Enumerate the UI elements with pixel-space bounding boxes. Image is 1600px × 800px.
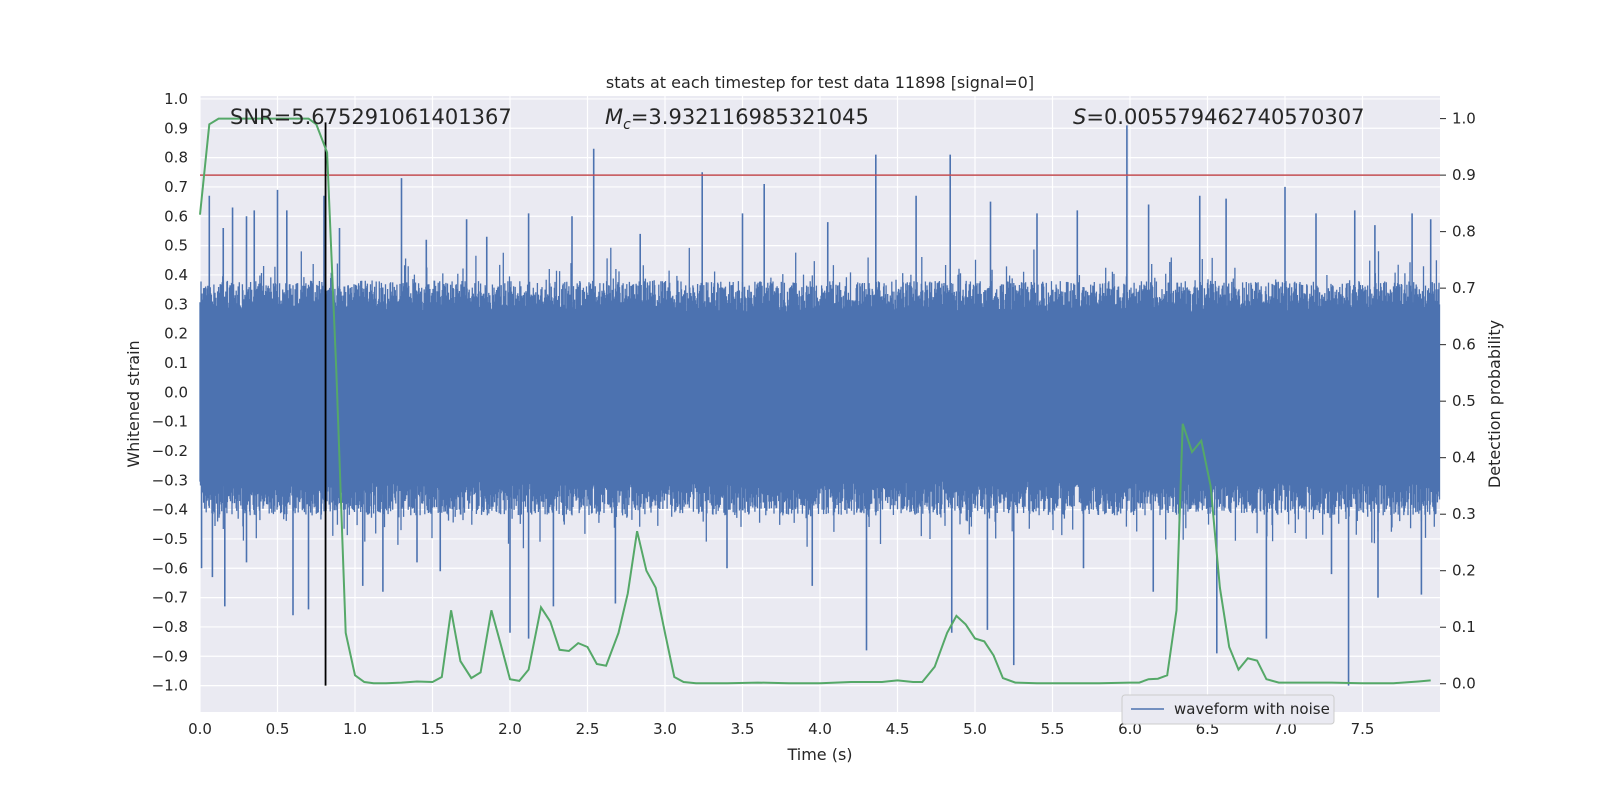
x-tick-label: 0.0	[188, 720, 212, 738]
y-left-tick-label: −0.3	[152, 471, 188, 489]
x-tick-label: 1.0	[343, 720, 367, 738]
y-left-tick-label: 0.5	[164, 237, 188, 255]
y-left-tick-label: −0.1	[152, 413, 188, 431]
y-left-tick-label: −0.2	[152, 442, 188, 460]
y-left-tick-label: −0.7	[152, 589, 188, 607]
y-right-tick-label: 0.2	[1452, 562, 1476, 580]
y-left-tick-label: 0.6	[164, 207, 188, 225]
y-left-tick-label: 0.8	[164, 149, 188, 167]
x-tick-label: 4.5	[886, 720, 910, 738]
y-left-tick-label: 1.0	[164, 90, 188, 108]
y-left-tick-label: 0.7	[164, 178, 188, 196]
x-tick-label: 2.0	[498, 720, 522, 738]
legend: waveform with noise	[1121, 694, 1335, 725]
y-left-tick-label: −0.6	[152, 559, 188, 577]
y-right-tick-label: 0.8	[1452, 223, 1476, 241]
x-tick-label: 4.0	[808, 720, 832, 738]
y-right-tick-label: 0.0	[1452, 675, 1476, 693]
x-tick-label: 5.0	[963, 720, 987, 738]
s-symbol: S	[1073, 105, 1086, 129]
y-axis-left-ticks: 1.0 0.9 0.8 0.7 0.6 0.5 0.4 0.3 0.2 0.1 0.0 −0.1 −0.…	[152, 90, 188, 695]
y-left-tick-label: 0.9	[164, 119, 188, 137]
y-left-tick-label: −0.5	[152, 530, 188, 548]
snr-annotation: SNR=5.675291061401367	[230, 105, 512, 129]
chirp-mass-symbol: M	[605, 105, 623, 129]
x-tick-label: 5.5	[1041, 720, 1065, 738]
y-left-tick-label: 0.0	[164, 383, 188, 401]
y-left-tick-label: 0.2	[164, 325, 188, 343]
x-tick-label: 2.5	[576, 720, 600, 738]
y-right-tick-label: 1.0	[1452, 110, 1476, 128]
x-tick-label: 3.5	[731, 720, 755, 738]
y-axis-right-label: Detection probability	[1485, 320, 1504, 488]
y-axis-left-label: Whitened strain	[124, 340, 143, 467]
legend-box	[1121, 694, 1335, 725]
x-axis-label: Time (s)	[786, 745, 852, 764]
y-left-tick-label: 0.3	[164, 295, 188, 313]
legend-entry-waveform: waveform with noise	[1174, 700, 1330, 718]
y-right-tick-label: 0.6	[1452, 336, 1476, 354]
s-annotation: S=0.005579462740570307	[1073, 105, 1364, 129]
waveform-series	[199, 125, 1441, 686]
y-right-tick-label: 0.3	[1452, 505, 1476, 523]
chirp-mass-value: =3.932116985321045	[631, 105, 869, 129]
y-left-tick-label: −0.9	[152, 647, 188, 665]
chirp-mass-subscript: c	[623, 117, 631, 133]
chart-title: stats at each timestep for test data 118…	[606, 73, 1034, 92]
x-tick-label: 0.5	[266, 720, 290, 738]
x-tick-label: 3.0	[653, 720, 677, 738]
x-tick-label: 7.5	[1351, 720, 1375, 738]
y-left-tick-label: 0.1	[164, 354, 188, 372]
s-value: =0.005579462740570307	[1086, 105, 1364, 129]
y-axis-right-ticks: 1.0 0.9 0.8 0.7 0.6 0.5 0.4 0.3 0.2 0.1 0.0	[1440, 110, 1476, 693]
y-left-tick-label: −0.4	[152, 501, 188, 519]
y-right-tick-label: 0.9	[1452, 166, 1476, 184]
y-right-tick-label: 0.4	[1452, 449, 1476, 467]
x-tick-label: 1.5	[421, 720, 445, 738]
y-right-tick-label: 0.1	[1452, 618, 1476, 636]
y-left-tick-label: 0.4	[164, 266, 188, 284]
y-right-tick-label: 0.7	[1452, 279, 1476, 297]
probability-series-line	[199, 117, 1431, 685]
y-left-tick-label: −1.0	[152, 677, 188, 695]
chirp-mass-annotation: Mc=3.932116985321045	[605, 105, 869, 133]
y-left-tick-label: −0.8	[152, 618, 188, 636]
y-right-tick-label: 0.5	[1452, 392, 1476, 410]
